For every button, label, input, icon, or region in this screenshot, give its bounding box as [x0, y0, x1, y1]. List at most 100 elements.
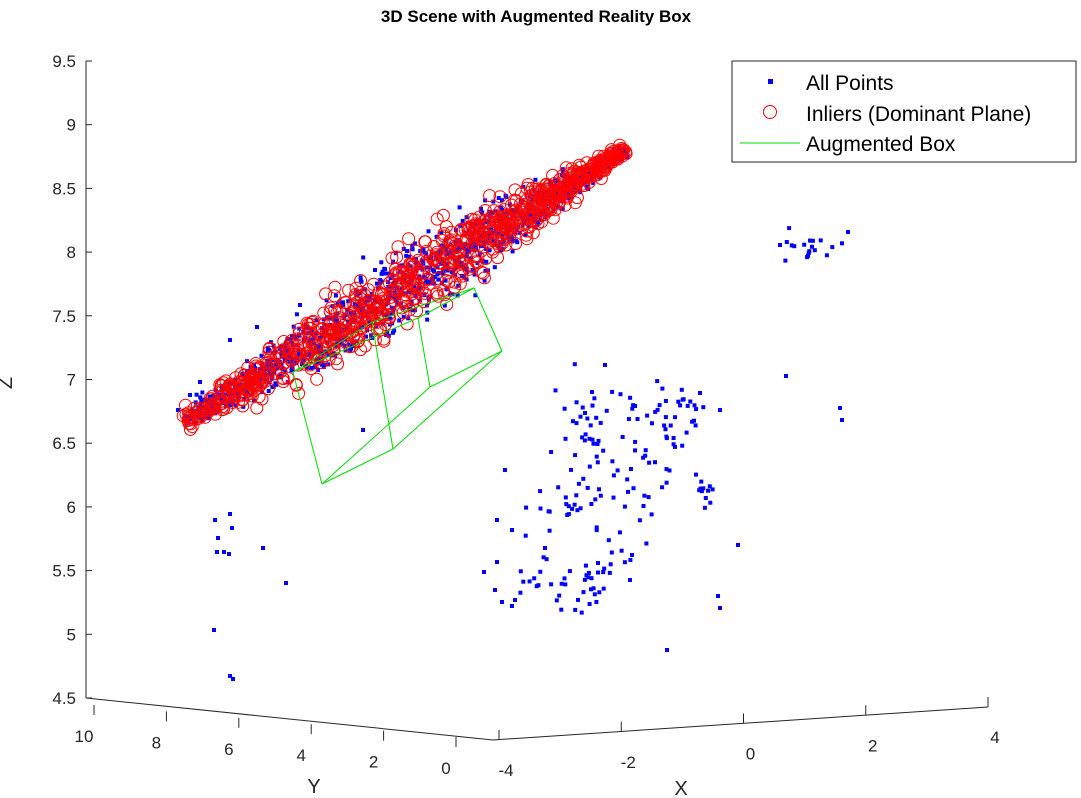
data-point	[596, 438, 601, 443]
data-point	[646, 495, 651, 500]
data-point	[594, 454, 599, 459]
data-point	[660, 386, 665, 391]
data-point	[631, 403, 636, 408]
data-point	[425, 281, 430, 285]
data-point	[412, 308, 417, 313]
data-point	[581, 476, 586, 481]
data-point	[521, 184, 526, 189]
data-point	[783, 258, 788, 263]
data-point	[383, 271, 388, 276]
inlier-marker	[208, 407, 222, 421]
data-point	[664, 480, 669, 485]
data-point	[424, 303, 429, 308]
inlier-marker	[419, 244, 433, 258]
inlier-marker	[215, 403, 229, 417]
inlier-marker	[262, 342, 276, 356]
data-point	[320, 362, 324, 367]
data-point	[615, 468, 620, 473]
inlier-marker	[497, 203, 511, 217]
data-point	[486, 268, 490, 273]
inlier-marker	[571, 170, 585, 184]
data-point	[582, 577, 587, 582]
data-point	[242, 397, 247, 401]
data-point	[680, 443, 685, 448]
inlier-marker	[203, 392, 217, 406]
inlier-marker	[352, 330, 366, 344]
inlier-marker	[250, 401, 264, 415]
data-point	[601, 448, 606, 453]
inlier-marker	[455, 257, 469, 271]
data-point	[584, 185, 589, 189]
data-point	[258, 376, 263, 381]
data-point	[293, 334, 298, 339]
inlier-marker	[461, 259, 474, 273]
data-point	[718, 606, 722, 610]
data-point	[628, 558, 633, 562]
inlier-marker	[377, 294, 391, 308]
data-point	[660, 485, 665, 490]
data-point	[649, 512, 654, 517]
data-point	[566, 504, 571, 509]
inlier-marker	[400, 317, 414, 331]
inlier-marker	[563, 181, 577, 195]
inlier-marker	[310, 372, 324, 386]
data-point	[198, 380, 202, 384]
data-point	[580, 435, 585, 440]
inlier-marker	[444, 236, 458, 250]
data-point	[591, 586, 596, 591]
data-point	[808, 238, 812, 243]
data-point	[290, 334, 294, 338]
data-point	[556, 485, 561, 490]
data-point	[527, 579, 532, 584]
inlier-marker	[304, 321, 317, 335]
data-point	[579, 610, 584, 615]
inlier-marker	[548, 203, 562, 217]
data-point	[616, 147, 621, 152]
y-ticks: 10 8 6 4 2 0	[75, 705, 457, 778]
data-point	[562, 406, 567, 411]
inlier-marker	[523, 185, 537, 199]
data-point	[606, 538, 611, 543]
data-point	[591, 180, 596, 185]
inlier-marker	[390, 250, 404, 264]
data-point	[657, 403, 662, 408]
inlier-marker	[444, 256, 458, 270]
data-point	[363, 287, 367, 292]
data-point	[630, 406, 635, 411]
data-point	[590, 403, 595, 408]
data-point	[563, 582, 568, 587]
data-point	[492, 265, 497, 270]
data-point	[554, 598, 559, 603]
inlier-marker	[534, 202, 548, 216]
data-point	[592, 592, 597, 597]
data-point	[513, 598, 517, 602]
data-point	[622, 504, 627, 509]
data-point	[434, 234, 439, 239]
inlier-marker	[438, 288, 452, 302]
data-point	[607, 570, 612, 575]
data-point	[631, 486, 636, 491]
data-point	[559, 607, 564, 612]
data-point	[392, 290, 397, 295]
data-point	[583, 432, 588, 437]
inlier-marker	[435, 233, 449, 247]
data-point	[324, 298, 329, 303]
data-point	[448, 292, 452, 297]
data-point	[428, 265, 433, 270]
data-point	[387, 271, 392, 276]
data-point	[603, 363, 607, 367]
data-point	[587, 436, 592, 441]
data-point	[633, 448, 637, 453]
data-point	[812, 248, 817, 253]
data-point	[564, 502, 569, 507]
inlier-marker	[577, 171, 591, 185]
inlier-marker	[387, 284, 401, 297]
data-point	[574, 493, 579, 498]
inlier-marker	[241, 361, 255, 375]
data-point	[707, 484, 712, 489]
legend-marker-all-points	[768, 79, 773, 84]
inlier-marker	[461, 233, 475, 247]
data-point	[789, 243, 794, 248]
data-point	[483, 198, 488, 203]
data-point	[533, 177, 538, 182]
